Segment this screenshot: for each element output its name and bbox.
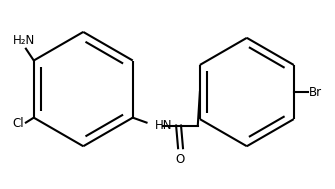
Text: Br: Br [309,86,322,98]
Text: H₂N: H₂N [13,34,35,47]
Text: O: O [176,153,185,166]
Text: Cl: Cl [12,117,24,130]
Text: HN: HN [154,119,172,132]
